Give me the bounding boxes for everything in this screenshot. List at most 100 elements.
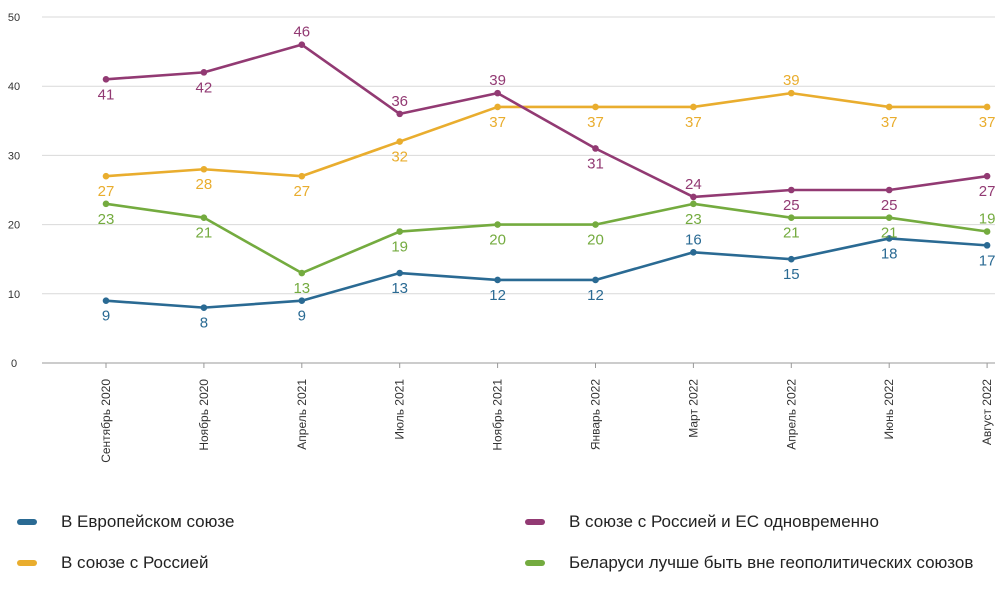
x-tick-label: Апрель 2022 — [784, 379, 798, 450]
data-label: 39 — [489, 72, 506, 89]
data-label: 36 — [391, 93, 408, 110]
data-point — [690, 103, 697, 111]
data-point — [788, 255, 795, 263]
data-point — [102, 297, 110, 305]
data-label: 19 — [979, 211, 996, 228]
legend-item-russia: В союзе с Россией — [17, 552, 481, 573]
x-tick-label: Январь 2022 — [589, 379, 603, 450]
data-point — [298, 41, 306, 48]
x-tick-label: Март 2022 — [686, 379, 700, 438]
data-label: 25 — [783, 197, 800, 214]
data-point — [494, 276, 501, 284]
data-point — [788, 214, 795, 221]
data-label: 9 — [298, 308, 306, 325]
legend-item-neutral: Беларуси лучше быть вне геополитических … — [525, 552, 989, 573]
data-label: 41 — [98, 86, 115, 103]
data-label: 32 — [391, 149, 408, 166]
legend-label-neutral: Беларуси лучше быть вне геополитических … — [569, 553, 974, 572]
data-label: 46 — [293, 24, 310, 41]
data-point — [885, 235, 893, 242]
legend-swatch-russia — [17, 560, 37, 566]
data-point — [102, 172, 110, 180]
data-point — [690, 200, 697, 208]
data-point — [983, 242, 991, 249]
data-point — [592, 145, 599, 152]
y-tick-label: 0 — [11, 358, 17, 370]
data-point — [690, 248, 697, 256]
x-tick-label: Июль 2021 — [393, 379, 407, 440]
series-line — [104, 91, 989, 178]
data-point — [298, 297, 306, 305]
data-label: 37 — [685, 114, 702, 131]
y-tick-label: 10 — [8, 289, 20, 301]
data-label: 28 — [196, 176, 213, 193]
data-label: 12 — [587, 287, 604, 304]
data-label: 8 — [200, 315, 208, 332]
data-label: 19 — [391, 239, 408, 256]
data-label: 39 — [783, 72, 800, 89]
data-label: 21 — [881, 225, 898, 242]
data-label: 18 — [881, 245, 898, 262]
data-label: 37 — [979, 114, 996, 131]
data-point — [494, 103, 501, 111]
data-point — [494, 221, 501, 228]
data-point — [885, 103, 893, 111]
data-label: 31 — [587, 155, 604, 172]
data-point — [983, 103, 991, 111]
series-line — [104, 202, 989, 275]
y-tick-label: 50 — [8, 12, 20, 24]
data-point — [298, 172, 306, 180]
data-label: 17 — [979, 252, 996, 269]
data-label: 37 — [489, 114, 506, 131]
data-point — [298, 269, 306, 277]
data-point — [200, 165, 208, 173]
x-tick-label: Август 2022 — [980, 379, 994, 445]
data-label: 37 — [881, 114, 898, 131]
data-label: 24 — [685, 176, 702, 193]
data-label: 9 — [102, 308, 110, 325]
legend-swatch-eu — [17, 519, 37, 525]
data-point — [102, 75, 110, 83]
data-point — [396, 269, 404, 277]
legend-item-eu: В Европейском союзе — [17, 511, 481, 532]
chart-plot-area: 0 10 20 30 40 50 Сентябрь 2020 Ноябрь 2020 Апрел… — [8, 12, 996, 463]
legend-label-russia: В союзе с Россией — [61, 553, 209, 572]
legend-label-russia-eu: В союзе с Россией и ЕС одновременно — [569, 512, 879, 531]
data-point — [200, 304, 208, 311]
data-point — [885, 186, 893, 194]
data-point — [396, 110, 404, 118]
x-tick-label: Апрель 2021 — [295, 379, 309, 450]
y-tick-label: 30 — [8, 150, 20, 162]
data-label: 12 — [489, 287, 506, 304]
data-label: 16 — [685, 231, 702, 248]
legend-swatch-neutral — [525, 560, 545, 566]
data-point — [396, 228, 404, 235]
series-line — [104, 43, 989, 199]
data-point — [885, 214, 893, 221]
series-line — [104, 237, 989, 309]
x-tick-label: Июнь 2022 — [882, 379, 896, 440]
data-point — [200, 214, 208, 221]
legend-swatch-russia-eu — [525, 519, 545, 525]
legend-item-russia-eu: В союзе с Россией и ЕС одновременно — [525, 511, 989, 532]
data-label: 37 — [587, 114, 604, 131]
data-point — [396, 138, 404, 145]
data-label: 13 — [391, 280, 408, 297]
data-label: 42 — [196, 79, 213, 96]
data-point — [494, 89, 501, 97]
data-label: 27 — [293, 183, 310, 200]
x-tick-label: Ноябрь 2021 — [491, 379, 505, 451]
data-point — [200, 69, 208, 76]
y-tick-label: 40 — [8, 81, 20, 93]
data-label: 23 — [98, 211, 115, 228]
data-label: 27 — [98, 183, 115, 200]
data-point — [690, 193, 697, 201]
data-label: 21 — [783, 225, 800, 242]
data-label: 15 — [783, 266, 800, 283]
data-label: 20 — [587, 232, 604, 249]
data-point — [592, 276, 599, 284]
data-label: 21 — [196, 225, 213, 242]
x-tick-label: Сентябрь 2020 — [99, 379, 113, 463]
data-point — [983, 228, 991, 235]
